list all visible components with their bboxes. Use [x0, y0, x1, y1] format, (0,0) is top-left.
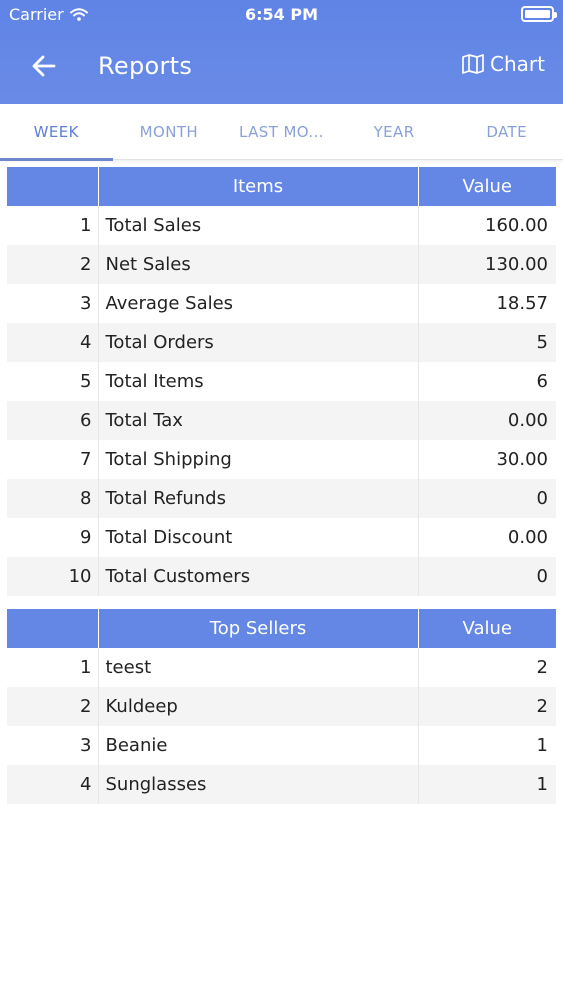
row-item: Total Refunds	[98, 479, 419, 518]
row-value: 130.00	[418, 245, 556, 284]
row-item: Total Sales	[98, 206, 419, 245]
row-index: 8	[7, 479, 99, 518]
header-value: Value	[418, 167, 556, 206]
row-item: teest	[98, 648, 419, 687]
tab-week[interactable]: WEEK	[0, 104, 113, 161]
tab-last-month[interactable]: LAST MO...	[239, 123, 324, 141]
table-row[interactable]: 3 Average Sales 18.57	[7, 284, 556, 323]
carrier-label: Carrier	[9, 5, 64, 24]
row-item: Average Sales	[98, 284, 419, 323]
top-sellers-table: Top Sellers Value 1 teest 2 2 Kuldeep 2 3 Bea…	[7, 609, 556, 804]
back-button[interactable]	[28, 50, 60, 82]
table-row[interactable]: 1 Total Sales 160.00	[7, 206, 556, 245]
row-item: Total Discount	[98, 518, 419, 557]
table-row[interactable]: 8 Total Refunds 0	[7, 479, 556, 518]
row-value: 0	[418, 479, 556, 518]
row-item: Sunglasses	[98, 765, 419, 804]
row-value: 18.57	[418, 284, 556, 323]
row-index: 2	[7, 687, 99, 726]
row-index: 5	[7, 362, 99, 401]
page-title: Reports	[98, 52, 193, 80]
header-value: Value	[418, 609, 556, 648]
battery-icon	[521, 6, 557, 22]
table-row[interactable]: 4 Total Orders 5	[7, 323, 556, 362]
row-value: 1	[418, 726, 556, 765]
row-item: Beanie	[98, 726, 419, 765]
map-icon	[462, 54, 484, 74]
table-row[interactable]: 3 Beanie 1	[7, 726, 556, 765]
row-item: Total Customers	[98, 557, 419, 596]
row-index: 4	[7, 765, 99, 804]
tab-date[interactable]: DATE	[486, 123, 527, 141]
row-index: 1	[7, 648, 99, 687]
header-top-sellers: Top Sellers	[98, 609, 419, 648]
wifi-icon	[69, 8, 88, 21]
header-index	[7, 609, 99, 648]
row-value: 160.00	[418, 206, 556, 245]
table-row[interactable]: 1 teest 2	[7, 648, 556, 687]
summary-table-header: Items Value	[7, 167, 556, 206]
row-item: Kuldeep	[98, 687, 419, 726]
row-value: 0.00	[418, 401, 556, 440]
row-index: 6	[7, 401, 99, 440]
row-value: 30.00	[418, 440, 556, 479]
carrier-info: Carrier	[9, 5, 88, 24]
period-tabs: WEEK MONTH LAST MO... YEAR DATE	[0, 104, 563, 161]
row-value: 2	[418, 648, 556, 687]
row-index: 3	[7, 726, 99, 765]
row-item: Total Shipping	[98, 440, 419, 479]
row-index: 9	[7, 518, 99, 557]
table-row[interactable]: 10 Total Customers 0	[7, 557, 556, 596]
row-item: Total Items	[98, 362, 419, 401]
row-value: 2	[418, 687, 556, 726]
row-index: 3	[7, 284, 99, 323]
top-sellers-header: Top Sellers Value	[7, 609, 556, 648]
row-index: 10	[7, 557, 99, 596]
row-value: 6	[418, 362, 556, 401]
row-item: Net Sales	[98, 245, 419, 284]
status-time: 6:54 PM	[244, 5, 318, 24]
table-row[interactable]: 6 Total Tax 0.00	[7, 401, 556, 440]
chart-button[interactable]: Chart	[462, 52, 545, 76]
chart-button-label: Chart	[490, 52, 545, 76]
row-value: 1	[418, 765, 556, 804]
row-item: Total Tax	[98, 401, 419, 440]
row-index: 2	[7, 245, 99, 284]
table-row[interactable]: 5 Total Items 6	[7, 362, 556, 401]
table-row[interactable]: 9 Total Discount 0.00	[7, 518, 556, 557]
arrow-left-icon	[32, 55, 56, 77]
app-header: Carrier 6:54 PM Reports Chart	[0, 0, 563, 104]
row-value: 5	[418, 323, 556, 362]
row-value: 0	[418, 557, 556, 596]
row-index: 1	[7, 206, 99, 245]
tab-year[interactable]: YEAR	[373, 123, 415, 141]
header-items: Items	[98, 167, 419, 206]
table-row[interactable]: 7 Total Shipping 30.00	[7, 440, 556, 479]
table-row[interactable]: 4 Sunglasses 1	[7, 765, 556, 804]
table-row[interactable]: 2 Kuldeep 2	[7, 687, 556, 726]
row-value: 0.00	[418, 518, 556, 557]
summary-table: Items Value 1 Total Sales 160.00 2 Net Sale…	[7, 167, 556, 596]
table-row[interactable]: 2 Net Sales 130.00	[7, 245, 556, 284]
header-index	[7, 167, 99, 206]
tab-month[interactable]: MONTH	[139, 123, 199, 141]
row-index: 7	[7, 440, 99, 479]
status-bar: Carrier 6:54 PM	[0, 0, 563, 30]
row-item: Total Orders	[98, 323, 419, 362]
row-index: 4	[7, 323, 99, 362]
